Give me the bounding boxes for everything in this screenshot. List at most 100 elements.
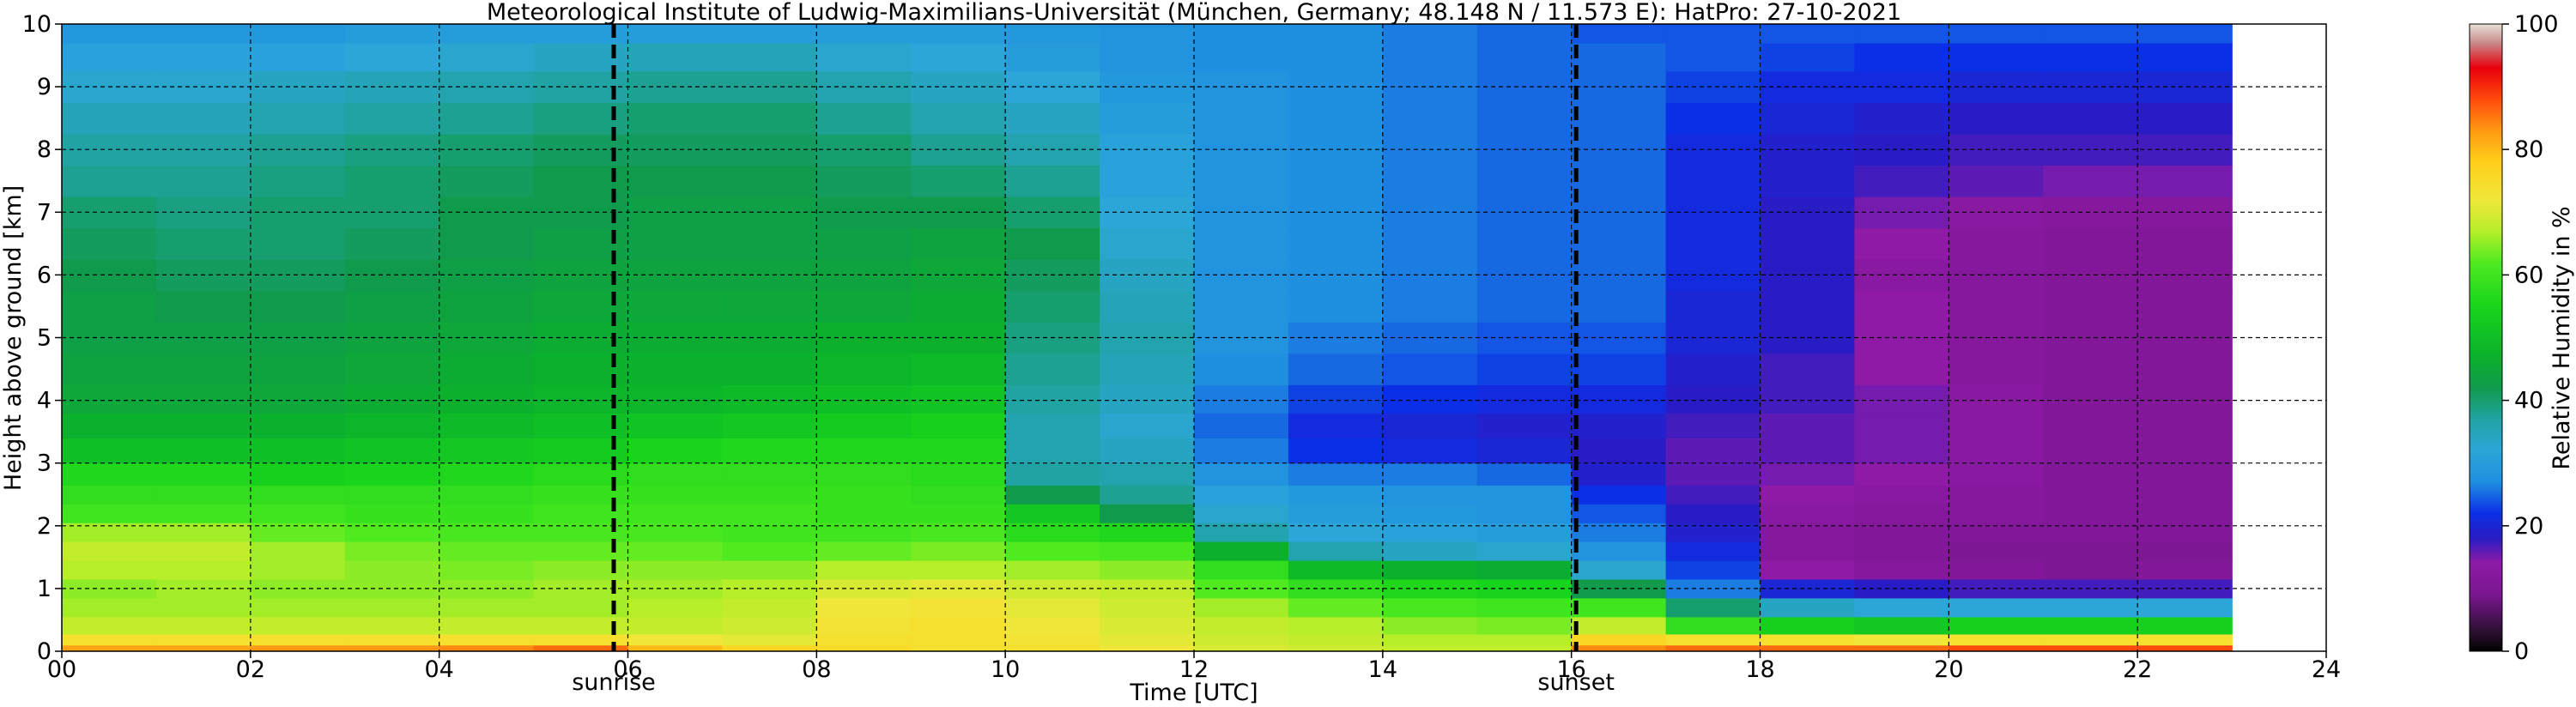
heatmap-cell [1665, 633, 1761, 646]
heatmap-cell [627, 644, 723, 651]
heatmap-cell [439, 644, 535, 651]
heatmap-cell [1288, 70, 1384, 103]
colorbar-tick-label: 80 [2514, 136, 2543, 163]
heatmap-cell [1949, 597, 2044, 618]
heatmap-cell [2137, 438, 2233, 464]
heatmap-cell [1194, 165, 1289, 197]
heatmap-cell [1571, 413, 1667, 438]
heatmap-cell [722, 24, 817, 44]
heatmap-cell [1005, 227, 1100, 260]
heatmap-cell [250, 413, 346, 438]
heatmap-cell [2232, 560, 2233, 580]
heatmap-cell [1100, 102, 1195, 135]
heatmap-cell [627, 438, 723, 464]
heatmap-cell [627, 353, 723, 385]
colorbar: 0 20 40 60 80 100 Relative Humidity in % [2469, 11, 2575, 665]
heatmap-cell [439, 541, 535, 561]
colorbar-tick-label: 0 [2514, 638, 2529, 665]
heatmap-cell [1288, 523, 1384, 542]
colorbar-tick-label: 40 [2514, 388, 2543, 414]
heatmap-cell [250, 102, 346, 135]
x-tick-label: 22 [2123, 656, 2152, 683]
heatmap-cell [344, 633, 440, 646]
heatmap-cell [1571, 102, 1667, 135]
heatmap-cell [344, 560, 440, 580]
heatmap-cell [155, 102, 252, 135]
heatmap-cell [627, 165, 723, 197]
heatmap-cell [1571, 633, 1667, 646]
heatmap-cell [533, 523, 629, 542]
heatmap-cell [1288, 541, 1384, 561]
heatmap-cell [722, 102, 817, 135]
heatmap-cell [62, 438, 157, 464]
heatmap-cell [722, 541, 817, 561]
heatmap-cell [2137, 42, 2233, 72]
heatmap-cell [2232, 438, 2233, 464]
heatmap-cell [816, 541, 912, 561]
heatmap-cell [1194, 290, 1289, 323]
heatmap-cell [1760, 578, 1855, 599]
heatmap-cell [1949, 413, 2044, 438]
heatmap-cell [1005, 438, 1100, 464]
heatmap-cell [1382, 504, 1478, 523]
heatmap-cell [533, 485, 629, 505]
heatmap-cell [911, 438, 1006, 464]
heatmap-cell [1476, 633, 1573, 646]
heatmap-cell [1571, 597, 1667, 618]
heatmap-cell [1288, 485, 1384, 505]
heatmap-cell [627, 42, 723, 72]
heatmap-cell [344, 541, 440, 561]
heatmap-cell [250, 597, 346, 618]
heatmap-cell [439, 560, 535, 580]
heatmap-cell [250, 42, 346, 72]
heatmap-cell [344, 102, 440, 135]
heatmap-cell [1760, 384, 1855, 414]
heatmap-cell [62, 42, 157, 72]
heatmap-cell [2232, 102, 2233, 135]
heatmap-cell [62, 24, 157, 44]
heatmap-cell [1854, 384, 1949, 414]
heatmap-cell [1100, 644, 1195, 651]
heatmap-cell [1382, 597, 1478, 618]
heatmap-cell [1949, 462, 2044, 486]
heatmap-cell [2232, 578, 2233, 599]
heatmap-cell [1194, 196, 1289, 229]
heatmap-cell [1382, 523, 1478, 542]
x-tick-label: 16 [1556, 656, 1585, 683]
heatmap-cell [2137, 24, 2233, 44]
heatmap-cell [1760, 616, 1855, 635]
heatmap-cell [1949, 42, 2044, 72]
colorbar-scale [2469, 23, 2503, 652]
heatmap-cell [1949, 523, 2044, 542]
heatmap-cell [62, 597, 157, 618]
heatmap-cell [2043, 290, 2138, 323]
heatmap-cell [250, 438, 346, 464]
heatmap-cell [1005, 597, 1100, 618]
heatmap-cell [250, 227, 346, 260]
heatmap-cell [2043, 24, 2138, 44]
heatmap-cell [722, 227, 817, 260]
heatmap-cell [533, 560, 629, 580]
heatmap-cell [62, 353, 157, 385]
heatmap-cell [1665, 597, 1761, 618]
heatmap-cell [533, 616, 629, 635]
heatmap-cell [1382, 102, 1478, 135]
x-tick-label: 06 [613, 656, 642, 683]
humidity-heatmap [62, 24, 2233, 651]
heatmap-cell [1571, 560, 1667, 580]
heatmap-cell [1005, 24, 1100, 44]
heatmap-cell [2137, 633, 2233, 646]
heatmap-cell [1382, 560, 1478, 580]
heatmap-cell [1382, 384, 1478, 414]
heatmap-cell [2232, 196, 2233, 229]
heatmap-cell [911, 165, 1006, 197]
heatmap-cell [155, 165, 252, 197]
heatmap-cell [1288, 644, 1384, 651]
heatmap-cell [1476, 616, 1573, 635]
heatmap-cell [439, 578, 535, 599]
heatmap-cell [1100, 165, 1195, 197]
heatmap-cell [1665, 616, 1761, 635]
heatmap-cell [1854, 541, 1949, 561]
heatmap-cell [1194, 133, 1289, 166]
